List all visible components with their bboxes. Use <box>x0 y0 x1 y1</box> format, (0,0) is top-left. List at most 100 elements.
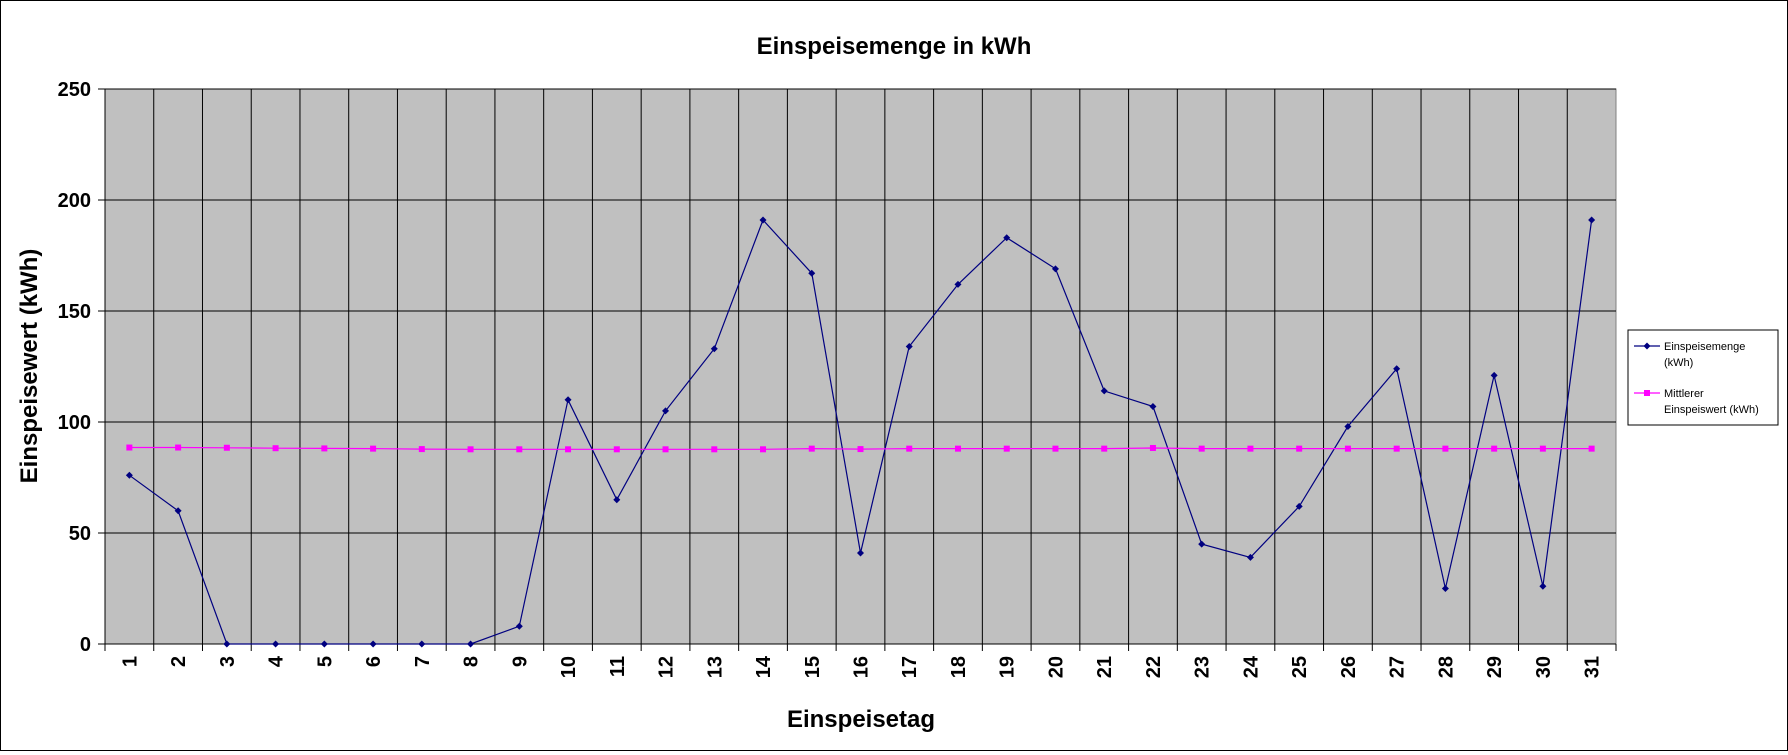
x-tick-label: 15 <box>802 656 824 678</box>
data-point <box>1198 445 1205 452</box>
data-point <box>223 444 230 451</box>
data-point <box>808 269 816 277</box>
x-tick-label: 14 <box>753 655 775 678</box>
data-point <box>1051 265 1059 273</box>
data-point <box>1295 502 1303 510</box>
x-tick-label: 16 <box>851 656 873 678</box>
data-point <box>1052 445 1059 452</box>
x-tick-label: 30 <box>1533 656 1555 678</box>
y-tick-label: 150 <box>58 301 91 323</box>
x-tick-label: 17 <box>899 656 921 678</box>
data-point <box>515 622 523 630</box>
y-tick-label: 50 <box>69 523 91 545</box>
legend-label: Einspeiswert (kWh) <box>1664 404 1759 416</box>
data-point <box>1393 445 1400 452</box>
data-point <box>1101 445 1108 452</box>
y-tick-label: 250 <box>58 79 91 101</box>
legend-swatch-marker <box>1644 390 1650 396</box>
data-point <box>906 445 913 452</box>
x-tick-label: 11 <box>607 656 629 677</box>
x-tick-label: 28 <box>1435 656 1457 678</box>
x-tick-label: 4 <box>266 655 288 667</box>
data-point <box>1003 234 1011 242</box>
data-point <box>1100 387 1108 395</box>
data-point <box>808 445 815 452</box>
x-tick-label: 5 <box>314 656 336 667</box>
data-point <box>320 640 328 648</box>
x-axis-title: Einspeisetag <box>787 706 935 733</box>
data-point <box>125 471 133 479</box>
plot-background <box>104 88 1617 645</box>
data-point <box>1344 422 1352 430</box>
legend: Einspeisemenge (kWh) Mittlerer Einspeiswert… <box>1627 329 1779 426</box>
x-tick-label: 31 <box>1582 656 1604 678</box>
x-tick-label: 1 <box>119 656 141 667</box>
data-point <box>370 445 377 452</box>
data-point <box>954 280 962 288</box>
legend-label: (kWh) <box>1664 357 1693 369</box>
data-point <box>516 446 523 453</box>
x-tick-label: 21 <box>1094 656 1116 678</box>
data-point <box>369 640 377 648</box>
data-point <box>1588 445 1595 452</box>
data-point <box>1247 445 1254 452</box>
x-tick-label: 29 <box>1484 656 1506 678</box>
data-point <box>1246 553 1254 561</box>
data-point <box>272 445 279 452</box>
x-tick-label: 7 <box>412 656 434 667</box>
data-point <box>857 549 864 557</box>
x-tick-label: 9 <box>509 656 531 667</box>
x-tick-label: 10 <box>558 656 580 678</box>
y-axis-title: Einspeisewert (kWh) <box>16 249 43 484</box>
data-point <box>905 343 913 351</box>
x-tick-label: 27 <box>1387 656 1409 678</box>
data-point <box>1344 445 1351 452</box>
data-point <box>1149 444 1156 451</box>
y-tick-label: 200 <box>58 190 91 212</box>
x-tick-label: 8 <box>461 656 483 667</box>
data-point <box>223 640 231 648</box>
data-point <box>321 445 328 452</box>
data-point <box>1296 445 1303 452</box>
data-point <box>272 640 280 648</box>
x-tick-label: 25 <box>1289 656 1311 678</box>
data-point <box>759 216 767 224</box>
data-point <box>1442 445 1449 452</box>
x-tick-label: 12 <box>656 656 678 678</box>
data-point <box>711 446 718 453</box>
data-point <box>613 496 621 504</box>
data-point <box>613 446 620 453</box>
x-tick-label: 24 <box>1240 655 1262 678</box>
x-tick-label: 19 <box>997 656 1019 678</box>
data-point <box>1198 540 1206 548</box>
y-tick-label: 0 <box>80 634 91 656</box>
data-point <box>467 640 475 648</box>
data-point <box>467 446 474 453</box>
data-point <box>1490 371 1498 379</box>
x-tick-label: 18 <box>948 656 970 678</box>
data-point <box>1588 216 1596 224</box>
data-point <box>174 507 182 515</box>
chart-title: Einspeisemenge in kWh <box>757 33 1032 60</box>
x-tick-label: 13 <box>704 656 726 678</box>
x-tick-label: 20 <box>1045 656 1067 678</box>
legend-label: Mittlerer <box>1664 388 1704 400</box>
x-tick-label: 2 <box>168 656 190 667</box>
data-point <box>175 444 182 451</box>
data-point <box>1491 445 1498 452</box>
x-tick-label: 3 <box>217 656 239 667</box>
data-point <box>565 446 572 453</box>
x-tick-label: 6 <box>363 656 385 667</box>
data-point <box>1393 365 1401 373</box>
legend-label: Einspeisemenge <box>1664 341 1745 353</box>
data-point <box>1149 402 1157 410</box>
data-point <box>1539 445 1546 452</box>
data-point <box>564 396 572 404</box>
data-point <box>126 444 133 451</box>
legend-swatch-marker <box>1643 342 1651 350</box>
data-point <box>954 445 961 452</box>
data-point <box>662 446 669 453</box>
